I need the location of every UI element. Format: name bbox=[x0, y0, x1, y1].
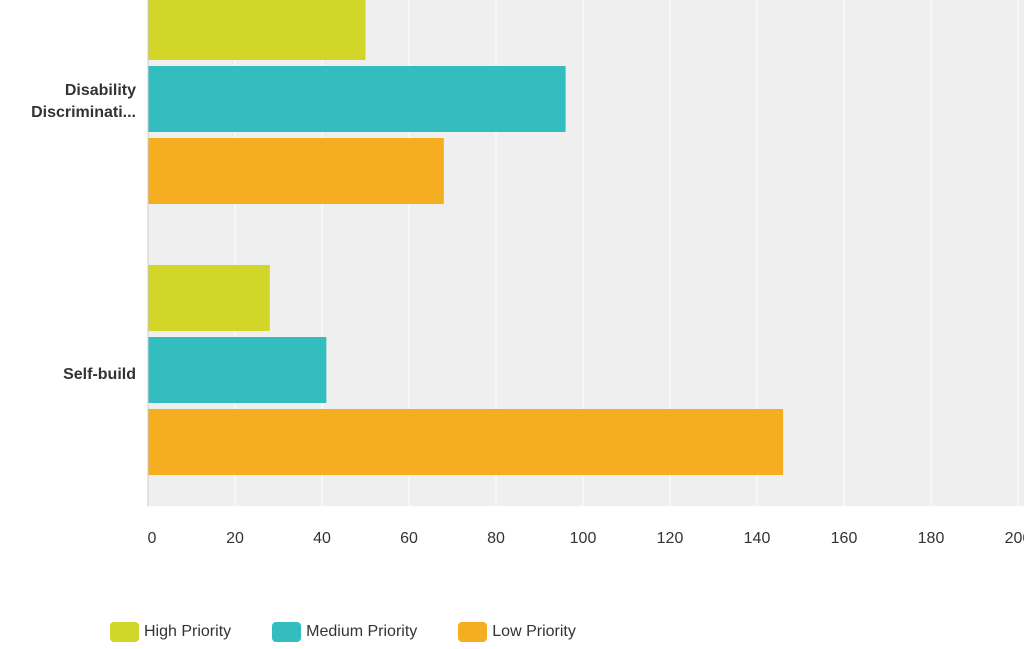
x-tick-label-80: 80 bbox=[487, 530, 505, 547]
category-label-self-build-line-0: Self-build bbox=[63, 366, 136, 383]
legend-label-high-priority: High Priority bbox=[144, 623, 232, 640]
legend-swatch-low-priority bbox=[458, 622, 488, 642]
x-tick-label-40: 40 bbox=[313, 530, 331, 547]
bar-chart-svg: Disability Discriminati... Self-build 0 20 4… bbox=[31, 0, 1024, 547]
x-tick-label-60: 60 bbox=[400, 530, 418, 547]
x-tick-label-20: 20 bbox=[226, 530, 244, 547]
bar-disability-discriminati-high-priority bbox=[148, 0, 366, 60]
legend-item-high-priority: High Priority bbox=[110, 622, 231, 642]
bar-disability-discriminati-medium-priority bbox=[148, 66, 566, 132]
legend-item-medium-priority: Medium Priority bbox=[272, 622, 417, 642]
legend: High Priority Medium Priority Low Priori… bbox=[110, 622, 617, 642]
bar-self-build-low-priority bbox=[148, 409, 784, 475]
legend-swatch-high-priority bbox=[110, 622, 139, 642]
bar-disability-discriminati-low-priority bbox=[148, 138, 444, 204]
x-tick-label-100: 100 bbox=[570, 530, 597, 547]
x-tick-label-0: 0 bbox=[148, 530, 157, 547]
x-tick-label-200: 200 bbox=[1005, 530, 1024, 547]
legend-swatch-medium-priority bbox=[272, 622, 302, 642]
x-tick-label-180: 180 bbox=[918, 530, 945, 547]
legend-label-low-priority: Low Priority bbox=[492, 623, 576, 640]
category-label-disability-discriminati-line-1: Discriminati... bbox=[31, 104, 136, 121]
category-label-disability-discriminati-line-0: Disability bbox=[65, 82, 136, 99]
category-labels: Disability Discriminati... Self-build bbox=[31, 82, 136, 383]
bars bbox=[148, 0, 784, 475]
x-tick-label-140: 140 bbox=[744, 530, 771, 547]
bar-self-build-high-priority bbox=[148, 265, 270, 331]
legend-item-low-priority: Low Priority bbox=[458, 622, 576, 642]
legend-label-medium-priority: Medium Priority bbox=[306, 623, 418, 640]
x-tick-label-160: 160 bbox=[831, 530, 858, 547]
x-tick-labels: 0 20 40 60 80 100 120 140 160 180 200 bbox=[148, 530, 1024, 547]
x-tick-label-120: 120 bbox=[657, 530, 684, 547]
bar-self-build-medium-priority bbox=[148, 337, 327, 403]
